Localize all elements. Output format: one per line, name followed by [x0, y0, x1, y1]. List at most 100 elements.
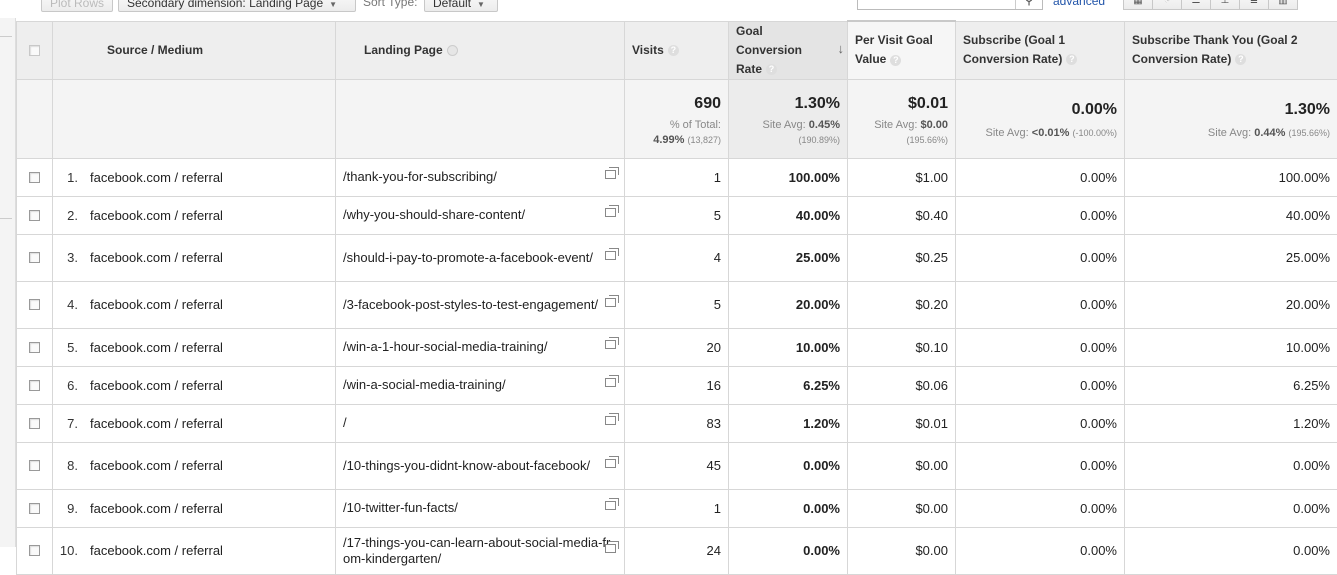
row-checkbox[interactable] — [29, 342, 40, 353]
source-medium-link[interactable]: facebook.com / referral — [90, 543, 223, 558]
row-number: 2. — [54, 208, 78, 223]
help-icon[interactable]: ? — [668, 45, 679, 56]
external-link-icon[interactable] — [605, 208, 616, 217]
external-link-icon[interactable] — [605, 378, 616, 387]
landing-page-link[interactable]: /should-i-pay-to-promote-a-facebook-even… — [343, 250, 617, 266]
row-select-cell — [17, 442, 53, 489]
subscribe-goal1-cell: 0.00% — [956, 158, 1125, 196]
pie-view-icon[interactable]: ◔ — [1152, 0, 1182, 10]
column-header-per-visit-goal-value[interactable]: Per Visit Goal Value? — [848, 21, 956, 79]
table-filter-input[interactable]: ⚲ — [857, 0, 1043, 10]
landing-page-link[interactable]: /10-things-you-didnt-know-about-facebook… — [343, 458, 617, 474]
source-medium-link[interactable]: facebook.com / referral — [90, 378, 223, 393]
plot-rows-button[interactable]: Plot Rows — [41, 0, 113, 12]
sort-type-dropdown[interactable]: Default▼ — [424, 0, 498, 12]
totals-pct-line: % of Total:4.99% (13,827) — [632, 118, 721, 148]
external-link-icon[interactable] — [605, 298, 616, 307]
row-checkbox[interactable] — [29, 252, 40, 263]
remove-dimension-icon[interactable] — [447, 45, 458, 56]
column-header-subscribe-thank-you-goal2[interactable]: Subscribe Thank You (Goal 2 Conversion R… — [1125, 21, 1337, 79]
help-icon[interactable]: ? — [1066, 54, 1077, 65]
landing-page-link[interactable]: /17-things-you-can-learn-about-social-me… — [343, 535, 617, 567]
external-link-icon[interactable] — [605, 416, 616, 425]
landing-page-link[interactable]: /win-a-social-media-training/ — [343, 377, 617, 393]
subscribe-thank-you-goal2-cell: 10.00% — [1125, 328, 1337, 366]
avg-label: Site Avg: — [763, 119, 806, 131]
row-checkbox[interactable] — [29, 460, 40, 471]
external-link-icon[interactable] — [605, 459, 616, 468]
landing-page-link[interactable]: /why-you-should-share-content/ — [343, 207, 617, 223]
landing-page-cell: /3-facebook-post-styles-to-test-engageme… — [336, 281, 625, 328]
subscribe-goal1-cell: 0.00% — [956, 234, 1125, 281]
landing-page-link[interactable]: /thank-you-for-subscribing/ — [343, 169, 617, 185]
column-header-landing-page[interactable]: Landing Page — [336, 21, 625, 79]
source-medium-link[interactable]: facebook.com / referral — [90, 416, 223, 431]
report-toolbar: Plot Rows Secondary dimension: Landing P… — [0, 0, 1337, 18]
data-table-view-icon[interactable]: ▦ — [1123, 0, 1153, 10]
report-table: Source / Medium Landing Page Visits? Goa… — [16, 20, 1337, 575]
avg-value: <0.01% — [1032, 127, 1070, 139]
subscribe-goal1-cell: 0.00% — [956, 328, 1125, 366]
performance-view-icon[interactable]: ☰ — [1181, 0, 1211, 10]
select-all-checkbox[interactable] — [29, 45, 40, 56]
totals-per-visit-goal-value: $0.01 Site Avg: $0.00(195.66%) — [848, 79, 956, 158]
column-header-source-medium[interactable]: Source / Medium — [53, 21, 336, 79]
table-row: 7.facebook.com / referral / 83 1.20% $0.… — [17, 404, 1337, 442]
search-icon[interactable]: ⚲ — [1015, 0, 1042, 9]
subscribe-goal1-cell: 0.00% — [956, 442, 1125, 489]
row-checkbox[interactable] — [29, 503, 40, 514]
column-label: Landing Page — [364, 43, 443, 57]
row-checkbox[interactable] — [29, 418, 40, 429]
landing-page-cell: /why-you-should-share-content/ — [336, 196, 625, 234]
landing-page-link[interactable]: /3-facebook-post-styles-to-test-engageme… — [343, 297, 617, 313]
source-medium-cell: 2. facebook.com / referral — [53, 196, 336, 234]
sort-type-label: Sort Type: — [363, 0, 417, 9]
row-checkbox[interactable] — [29, 172, 40, 183]
table-row: 3.facebook.com / referral /should-i-pay-… — [17, 234, 1337, 281]
source-medium-cell: 1. facebook.com / referral — [53, 158, 336, 196]
row-number: 1. — [54, 170, 78, 185]
source-medium-link[interactable]: facebook.com / referral — [90, 297, 223, 312]
per-visit-goal-value-cell: $0.00 — [848, 442, 956, 489]
source-medium-link[interactable]: facebook.com / referral — [90, 170, 223, 185]
landing-page-link[interactable]: /win-a-1-hour-social-media-training/ — [343, 339, 617, 355]
visits-cell: 20 — [625, 328, 729, 366]
per-visit-goal-value-cell: $0.00 — [848, 527, 956, 574]
help-icon[interactable]: ? — [766, 64, 777, 75]
help-icon[interactable]: ? — [1235, 54, 1246, 65]
term-cloud-view-icon[interactable]: ≣ — [1239, 0, 1269, 10]
external-link-icon[interactable] — [605, 170, 616, 179]
column-header-visits[interactable]: Visits? — [625, 21, 729, 79]
pivot-view-icon[interactable]: ▥ — [1268, 0, 1298, 10]
source-medium-link[interactable]: facebook.com / referral — [90, 208, 223, 223]
column-header-subscribe-goal1[interactable]: Subscribe (Goal 1 Conversion Rate)? — [956, 21, 1125, 79]
source-medium-link[interactable]: facebook.com / referral — [90, 458, 223, 473]
row-select-cell — [17, 527, 53, 574]
row-checkbox[interactable] — [29, 210, 40, 221]
row-select-cell — [17, 158, 53, 196]
row-checkbox[interactable] — [29, 380, 40, 391]
advanced-filter-link[interactable]: advanced — [1053, 0, 1105, 8]
source-medium-link[interactable]: facebook.com / referral — [90, 501, 223, 516]
row-select-cell — [17, 328, 53, 366]
source-medium-link[interactable]: facebook.com / referral — [90, 340, 223, 355]
totals-visits: 690 % of Total:4.99% (13,827) — [625, 79, 729, 158]
external-link-icon[interactable] — [605, 251, 616, 260]
comparison-view-icon[interactable]: ⊥ — [1210, 0, 1240, 10]
site-avg-line: Site Avg: <0.01% (-100.00%) — [963, 126, 1117, 141]
select-all-cell — [17, 21, 53, 79]
per-visit-goal-value-cell: $0.10 — [848, 328, 956, 366]
source-medium-cell: 10.facebook.com / referral — [53, 527, 336, 574]
external-link-icon[interactable] — [605, 544, 616, 553]
visits-cell: 1 — [625, 489, 729, 527]
external-link-icon[interactable] — [605, 340, 616, 349]
landing-page-link[interactable]: /10-twitter-fun-facts/ — [343, 500, 617, 516]
row-checkbox[interactable] — [29, 299, 40, 310]
column-header-goal-conversion-rate[interactable]: Goal Conversion Rate?↓ — [729, 21, 848, 79]
help-icon[interactable]: ? — [890, 55, 901, 66]
secondary-dimension-dropdown[interactable]: Secondary dimension: Landing Page▼ — [118, 0, 356, 12]
landing-page-link[interactable]: / — [343, 415, 617, 431]
landing-page-cell: /17-things-you-can-learn-about-social-me… — [336, 527, 625, 574]
source-medium-link[interactable]: facebook.com / referral — [90, 250, 223, 265]
external-link-icon[interactable] — [605, 501, 616, 510]
